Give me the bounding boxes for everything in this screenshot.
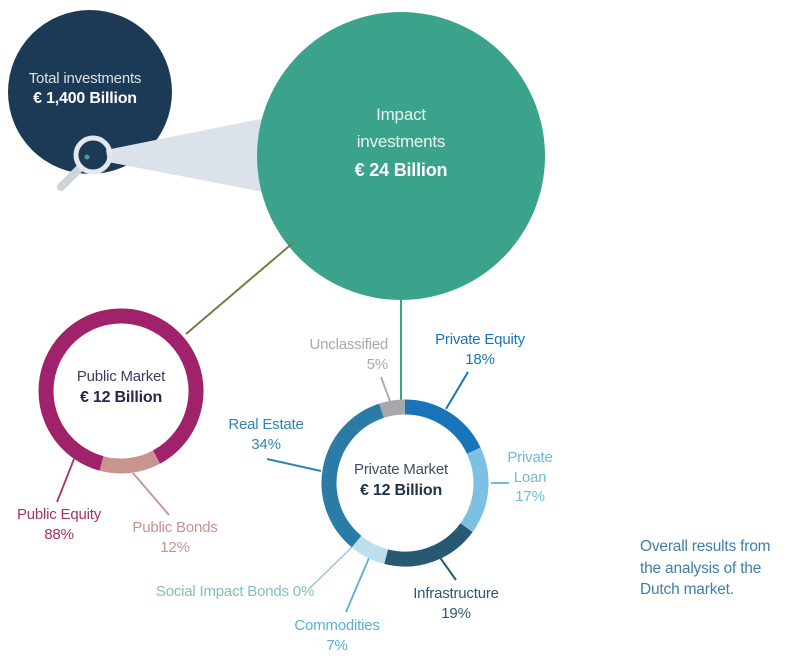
- impact-value: € 24 Billion: [354, 159, 448, 180]
- commodities-label: Commodities 7%: [294, 617, 380, 654]
- private-market-center-label: Private Market € 12 Billion: [331, 460, 471, 502]
- donut-segment-private-equity: [404, 399, 481, 455]
- public-equity-label: Public Equity 88%: [16, 506, 102, 543]
- impact-title-line2: investments: [356, 131, 446, 151]
- private-loan-label: Private Loan 17%: [507, 449, 553, 505]
- donut-segment-private-loan: [460, 447, 489, 533]
- impact-investments-bubble: [257, 12, 545, 300]
- public-market-center-label: Public Market € 12 Billion: [51, 367, 191, 409]
- unclassified-label: Unclassified 5%: [309, 336, 389, 373]
- donut-segment-commodities: [351, 535, 389, 564]
- public-market-donut: [38, 308, 204, 474]
- donut-segment-infrastructure: [384, 523, 473, 567]
- real-estate-leader-line: [266, 458, 322, 472]
- magnifier-beam: [106, 111, 300, 199]
- public-bonds-label: Public Bonds 12%: [132, 519, 218, 556]
- private-equity-label: Private Equity 18%: [435, 331, 525, 368]
- donut-segment-public-equity: [38, 308, 204, 471]
- social-impact-bonds-label: Social Impact Bonds 0%: [155, 583, 315, 600]
- public-equity-leader-line: [56, 458, 75, 503]
- private-market-title: Private Market: [354, 461, 448, 478]
- private-market-value: € 12 Billion: [359, 482, 443, 500]
- magnifier-handle: [57, 164, 84, 191]
- real-estate-label: Real Estate 34%: [228, 416, 304, 453]
- total-investments-label: Total investments € 1,400 Billion: [10, 69, 160, 109]
- social-impact-bonds-leader-line: [308, 546, 353, 590]
- total-investments-title: Total investments: [28, 70, 142, 87]
- public-market-title: Public Market: [76, 368, 166, 385]
- public-market-value: € 12 Billion: [79, 389, 163, 407]
- unclassified-leader-line: [380, 376, 391, 402]
- public-bonds-leader-line: [132, 472, 170, 516]
- magnifier-lens: [73, 135, 113, 175]
- connector-impact-to-public: [185, 241, 295, 335]
- infrastructure-label: Infrastructure 19%: [413, 585, 499, 622]
- donut-segment-public-bonds: [99, 450, 160, 474]
- impact-investments-label: Impact investments € 24 Billion: [321, 102, 481, 184]
- magnifier-icon: [57, 135, 113, 191]
- commodities-leader-line: [345, 557, 370, 613]
- caption-text: Overall results from the analysis of the…: [640, 538, 771, 599]
- private-market-donut: [321, 399, 489, 567]
- donut-segment-real-estate: [321, 403, 385, 548]
- magnifier-focus-dot: [84, 154, 90, 160]
- total-investments-value: € 1,400 Billion: [33, 89, 137, 107]
- private-equity-leader-line: [445, 371, 469, 410]
- impact-title-line1: Impact: [376, 105, 426, 124]
- donut-segment-unclassified: [379, 399, 406, 418]
- total-investments-bubble: [8, 10, 172, 174]
